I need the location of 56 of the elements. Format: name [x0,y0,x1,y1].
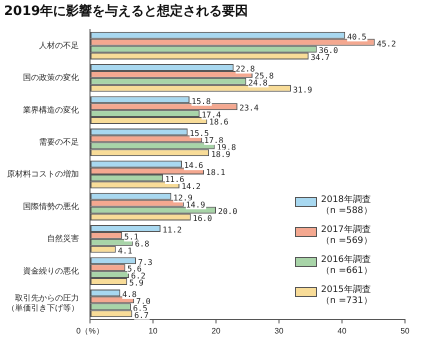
x-tick-label: 10 [148,326,158,336]
data-label: 15.5 [190,128,210,138]
data-label: 36.0 [318,46,338,56]
y-tick-label: 自然災害 [47,234,79,244]
data-label: 6.7 [134,310,149,320]
y-tick-label: 原材料コストの増加 [7,170,79,179]
data-label: 7.0 [136,296,151,306]
data-label: 14.6 [184,161,204,170]
data-label: 17.4 [202,110,222,120]
data-label: 16.0 [192,214,212,224]
y-tick-label: 国の政策の変化 [23,73,79,82]
data-label: 20.0 [218,207,238,216]
y-tick-label: 需要の不足 [39,138,79,147]
legend-label: 2018年調査（n =588） [321,194,372,217]
x-tick-label: 50 [400,326,410,336]
data-label: 6.8 [134,239,150,248]
data-label: 45.2 [376,39,396,48]
x-tick-label: 20 [212,326,221,336]
data-label: 4.8 [122,290,137,299]
data-label: 24.8 [248,78,268,88]
data-label: 34.7 [310,53,330,62]
data-label: 17.8 [204,136,224,145]
data-label: 7.3 [138,258,153,267]
chart-title: 2019年に影響を与えると想定される要因 [4,3,248,20]
data-label: 12.9 [173,193,193,202]
data-label: 25.8 [254,72,274,81]
data-label: 18.6 [209,118,229,127]
data-label: 31.9 [292,85,312,94]
data-label: 18.1 [206,168,226,178]
y-tick-label: 業界構造の変化 [23,105,79,114]
data-label: 14.2 [181,182,201,191]
data-label: 5.9 [129,278,144,288]
data-label: 6.5 [132,304,148,313]
legend-label: 2016年調査（n =661） [321,254,372,277]
y-tick-label: 資金繰りの悪化 [23,266,79,276]
data-label: 11.6 [165,175,185,184]
data-label: 4.1 [118,246,132,256]
x-tick-label: 40 [338,326,347,336]
data-label: 18.9 [211,150,231,159]
x-tick-label: 30 [274,326,284,336]
data-label: 15.8 [192,96,211,106]
data-label: 5.1 [124,232,139,242]
data-label: 11.2 [162,226,182,235]
data-label: 22.8 [236,64,256,74]
y-tick-label: 人材の不足 [39,40,79,50]
data-label: 23.4 [239,104,259,113]
legend-label: 2015年調査（n =731） [321,284,372,307]
y-tick-label: 取引先からの圧力（単価引き下げ等） [7,294,79,312]
y-tick-label: 国際情勢の悪化 [23,202,79,211]
data-label: 5.6 [127,264,142,274]
data-label: 40.5 [347,32,367,42]
x-tick-label: 0（%） [76,326,104,336]
data-label: 6.2 [131,272,146,281]
data-label: 19.8 [216,142,236,152]
legend-label: 2017年調査（n =569） [321,224,372,247]
data-label: 14.9 [186,200,206,210]
